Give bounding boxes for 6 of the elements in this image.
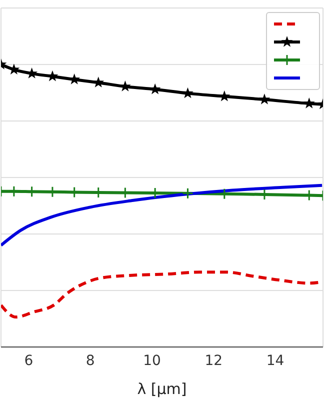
x-tick-label: 6 (24, 352, 34, 369)
x-tick-label: 8 (86, 352, 95, 369)
x-axis-title: λ [µm] (137, 380, 187, 398)
x-tick-label: 14 (266, 352, 284, 369)
x-tick-label: 12 (204, 352, 223, 369)
x-tick-label: 10 (143, 352, 161, 369)
